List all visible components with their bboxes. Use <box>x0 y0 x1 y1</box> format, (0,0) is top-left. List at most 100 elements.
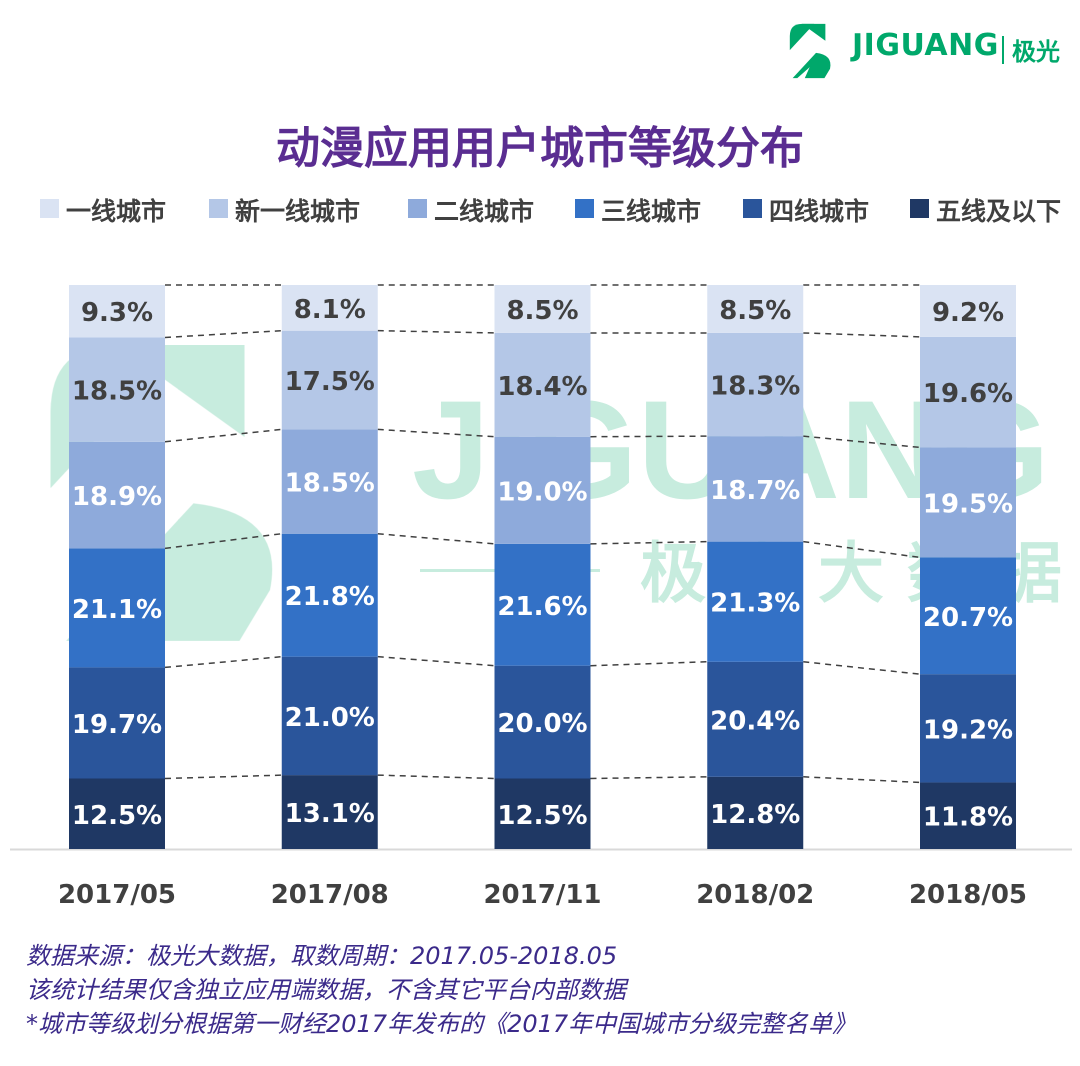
bar-segment <box>281 533 378 657</box>
legend-swatch <box>910 199 929 218</box>
legend-label: 新一线城市 <box>235 197 361 226</box>
data-label: 21.1% <box>72 595 162 625</box>
legend-swatch <box>575 199 594 218</box>
data-label: 12.5% <box>72 801 162 831</box>
series-connector-line <box>377 774 495 780</box>
legend-label: 四线城市 <box>769 197 870 226</box>
data-label: 19.0% <box>497 477 587 507</box>
data-label: 13.1% <box>285 799 375 829</box>
data-label: 21.0% <box>285 703 375 733</box>
data-label: 18.5% <box>285 469 375 499</box>
bar-segment <box>920 447 1016 558</box>
data-label: 18.4% <box>497 372 587 402</box>
footer-footnote: *城市等级划分根据第一财经2017年发布的《2017年中国城市分级完整名单》 <box>26 1010 857 1038</box>
bar-segment <box>69 285 165 338</box>
bar-segment <box>69 778 165 849</box>
x-axis-ticks: 2017/05 2017/08 2017/11 2018/02 2018/05 <box>58 880 1027 910</box>
series-connector-line <box>164 428 282 443</box>
data-label: 20.7% <box>923 603 1013 633</box>
legend-label: 一线城市 <box>66 197 167 226</box>
data-label: 20.4% <box>710 706 800 736</box>
series-connector-line <box>803 776 921 784</box>
bar-segment <box>494 665 591 779</box>
data-label: 21.8% <box>285 582 375 612</box>
bar-segment <box>494 778 591 849</box>
stacked-bars: 12.5% 19.7% 21.1% 18.9% 18.5% 9.3% 13.1% 21.0% 2… <box>69 285 1016 849</box>
bar-segment <box>920 285 1016 337</box>
bar-segment <box>920 336 1016 448</box>
jiguang-logo-icon <box>789 23 831 79</box>
series-connector-line <box>590 776 708 780</box>
data-label: 9.2% <box>932 298 1004 328</box>
data-label: 11.8% <box>923 803 1013 833</box>
data-label: 8.5% <box>506 296 578 326</box>
series-connector-line <box>803 661 921 675</box>
x-tick-label: 2017/11 <box>483 880 601 910</box>
series-connector-line <box>377 655 495 667</box>
legend-swatch <box>743 199 762 218</box>
data-label: 19.7% <box>72 710 162 740</box>
bar-segment <box>707 661 804 777</box>
series-connector-line <box>590 540 708 545</box>
bar-segment <box>69 548 165 668</box>
data-label: 18.7% <box>710 476 800 506</box>
legend-swatch <box>408 199 427 218</box>
bar-segment <box>920 782 1016 849</box>
series-connector-line <box>377 329 495 334</box>
x-tick-label: 2017/08 <box>271 880 389 910</box>
series-connector-line <box>803 540 921 559</box>
data-label: 19.6% <box>923 379 1013 409</box>
bar-segment <box>707 332 804 437</box>
bar-segment <box>281 429 378 534</box>
legend-label: 二线城市 <box>434 197 535 226</box>
data-label: 8.1% <box>294 295 366 325</box>
data-label: 21.3% <box>710 589 800 619</box>
data-label: 17.5% <box>285 367 375 397</box>
chart-title: 动漫应用用户城市等级分布 <box>276 123 804 174</box>
series-connector-line <box>377 532 495 545</box>
series-connector-line <box>164 774 282 780</box>
bar-segment <box>707 436 804 542</box>
series-connectors <box>164 284 921 784</box>
bar-segment <box>281 285 378 331</box>
brand-name: JIGUANG <box>852 28 999 63</box>
bar-segment <box>69 337 165 442</box>
data-label: 19.2% <box>923 715 1013 745</box>
bar-segment <box>494 436 591 544</box>
bar-segment <box>69 667 165 779</box>
brand-separator <box>1002 36 1004 64</box>
data-label: 20.0% <box>497 709 587 739</box>
legend-label: 五线及以下 <box>936 197 1062 226</box>
x-tick-label: 2018/05 <box>909 880 1027 910</box>
series-connector-line <box>803 435 921 449</box>
bar-segment <box>281 775 378 849</box>
legend-swatch <box>209 199 228 218</box>
brand-name-cn: 极光 <box>1012 38 1060 66</box>
bar-segment <box>494 543 591 666</box>
series-connector-line <box>803 332 921 338</box>
data-label: 19.5% <box>923 489 1013 519</box>
series-connector-line <box>164 329 282 339</box>
data-label: 9.3% <box>81 298 153 328</box>
x-tick-label: 2018/02 <box>696 880 814 910</box>
bar-segment <box>707 285 804 333</box>
bar-segment <box>494 285 591 333</box>
data-label: 18.9% <box>72 482 162 512</box>
x-tick-label: 2017/05 <box>58 880 176 910</box>
series-connector-line <box>164 655 282 669</box>
bar-segment <box>281 656 378 776</box>
bar-segment <box>281 330 378 430</box>
series-connector-line <box>164 532 282 550</box>
legend-label: 三线城市 <box>601 197 702 226</box>
data-label: 12.5% <box>497 801 587 831</box>
data-label: 12.8% <box>710 800 800 830</box>
data-label: 21.6% <box>497 592 587 622</box>
data-label: 18.3% <box>710 372 800 402</box>
bar-segment <box>69 441 165 549</box>
bar-segment <box>707 776 804 849</box>
bar-segment <box>707 541 804 662</box>
bar-segment <box>920 674 1016 783</box>
data-label: 18.5% <box>72 377 162 407</box>
bar-segment <box>920 557 1016 675</box>
